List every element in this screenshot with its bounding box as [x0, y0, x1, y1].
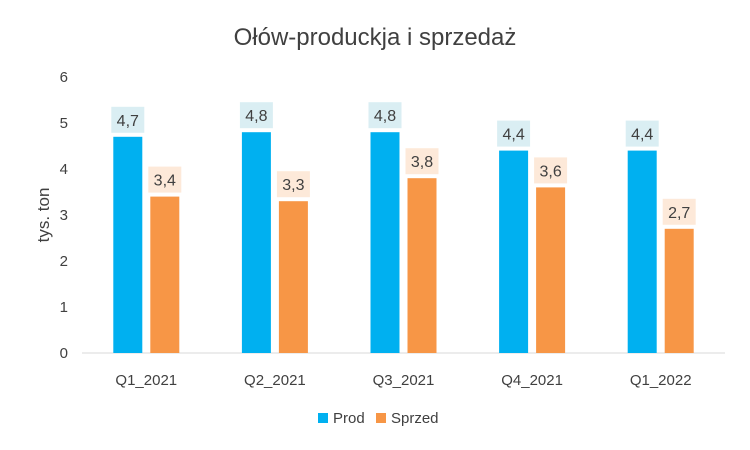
data-label: 4,8: [374, 108, 396, 125]
x-tick-label: Q2_2021: [244, 372, 306, 389]
data-label: 4,4: [631, 127, 653, 144]
y-tick-label: 6: [60, 69, 68, 86]
legend-swatch-prod: [318, 413, 328, 423]
x-tick-label: Q1_2021: [115, 372, 177, 389]
data-label-bg: [276, 171, 310, 198]
data-label: 3,8: [411, 154, 433, 171]
data-label: 3,4: [154, 173, 176, 190]
x-axis-ticks: Q1_2021 Q2_2021 Q3_2021 Q4_2021 Q1_2022: [115, 372, 691, 389]
legend: Prod Sprzed: [318, 410, 439, 427]
bar-prod-q2_2021: [241, 132, 271, 353]
y-tick-label: 3: [60, 207, 68, 224]
y-tick-label: 2: [60, 253, 68, 270]
data-label: 4,7: [117, 113, 139, 130]
data-label-bg: [405, 148, 439, 175]
bars: 4,7 3,4 4,8 3,3 4,8 3,8 4,4 3,6 4,4 2,7: [111, 102, 696, 353]
y-axis-ticks: 0 1 2 3 4 5 6: [60, 69, 68, 362]
y-tick-label: 5: [60, 115, 68, 132]
y-tick-label: 0: [60, 345, 68, 362]
legend-swatch-sprzed: [376, 413, 386, 423]
x-tick-label: Q3_2021: [373, 372, 435, 389]
data-label: 2,7: [668, 205, 690, 222]
data-label: 3,3: [282, 177, 304, 194]
y-tick-label: 4: [60, 161, 68, 178]
data-label-bg: [111, 106, 145, 133]
bar-sprzed-q2_2021: [278, 201, 308, 353]
data-label-bg: [625, 120, 659, 147]
y-axis-label: tys. ton: [34, 188, 53, 243]
data-label-bg: [662, 198, 696, 225]
legend-label-prod: Prod: [333, 410, 365, 427]
bar-sprzed-q1_2021: [150, 196, 180, 353]
data-label-bg: [368, 102, 402, 129]
legend-label-sprzed: Sprzed: [391, 410, 439, 427]
bar-sprzed-q1_2022: [664, 228, 694, 353]
bar-sprzed-q4_2021: [536, 187, 566, 353]
bar-sprzed-q3_2021: [407, 178, 437, 353]
x-tick-label: Q4_2021: [501, 372, 563, 389]
chart-title: Ołów-produckja i sprzedaż: [234, 24, 517, 51]
data-label: 4,4: [502, 127, 524, 144]
data-label-bg: [148, 166, 182, 193]
data-label-bg: [534, 157, 568, 184]
bar-prod-q1_2021: [113, 136, 143, 353]
bar-prod-q1_2022: [627, 150, 657, 353]
data-label-bg: [497, 120, 531, 147]
data-label: 4,8: [245, 108, 267, 125]
bar-prod-q3_2021: [370, 132, 400, 353]
x-tick-label: Q1_2022: [630, 372, 692, 389]
bar-prod-q4_2021: [499, 150, 529, 353]
data-label-bg: [239, 102, 273, 129]
y-tick-label: 1: [60, 299, 68, 316]
data-label: 3,6: [539, 163, 561, 180]
